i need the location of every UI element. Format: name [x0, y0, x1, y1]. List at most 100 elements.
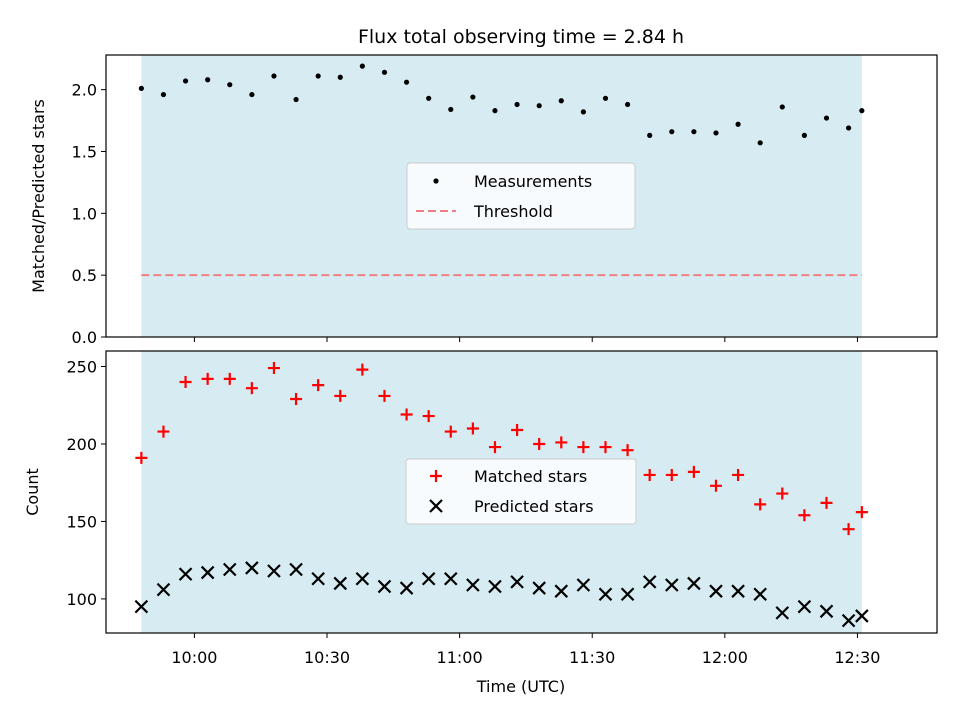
measurement-point: [138, 85, 144, 91]
measurement-point: [823, 115, 830, 121]
matched-star-point: [533, 437, 546, 450]
legend-matched-label: Matched stars: [474, 467, 587, 486]
x-tick-label: 12:30: [834, 648, 880, 667]
legend-measurements-label: Measurements: [474, 172, 592, 191]
predicted-star-point: [222, 562, 237, 577]
bottom-panel: 100 150 200 250 10:00 10:30 11:00 11:30 12:00 12…: [23, 350, 938, 696]
measurement-point: [624, 101, 631, 108]
measurement-point: [249, 91, 255, 98]
predicted-star-point: [642, 575, 657, 589]
matched-star-point: [511, 424, 524, 437]
matched-star-point: [201, 372, 214, 385]
matched-star-point: [599, 441, 612, 454]
matched-star-point: [488, 441, 501, 454]
chart-title: Flux total observing time = 2.84 h: [358, 26, 684, 48]
bottom-y-axis-ticks: 100 150 200 250: [66, 357, 106, 609]
predicted-star-point: [134, 599, 149, 614]
measurement-point: [381, 69, 388, 75]
measurement-point: [315, 73, 321, 79]
predicted-star-point: [178, 567, 193, 581]
predicted-star-point: [377, 579, 392, 594]
matched-star-point: [732, 468, 745, 481]
x-tick-label: 12:00: [702, 648, 748, 667]
measurement-point: [403, 79, 410, 85]
measurement-point: [514, 101, 520, 108]
matched-star-point: [444, 425, 457, 438]
predicted-star-point: [532, 581, 546, 595]
measurement-point: [580, 109, 586, 115]
matched-star-point: [135, 451, 148, 464]
matched-star-point: [754, 498, 767, 511]
matched-star-point: [422, 410, 435, 423]
measurement-point: [160, 91, 167, 98]
measurement-point: [602, 95, 609, 101]
matched-star-point: [798, 509, 811, 522]
matched-star-point: [709, 479, 722, 492]
predicted-star-point: [775, 606, 790, 620]
measurement-point: [271, 73, 277, 79]
measurement-point: [227, 82, 233, 88]
measurement-point: [669, 129, 675, 135]
x-tick-label: 10:30: [304, 648, 350, 667]
predicted-star-point: [200, 565, 215, 580]
predicted-star-point: [709, 584, 723, 598]
predicted-star-point: [466, 578, 480, 592]
bottom-y-axis-label: Count: [23, 468, 42, 516]
matched-star-point: [466, 422, 479, 435]
bottom-legend: Matched stars Predicted stars: [405, 458, 637, 525]
predicted-star-point: [399, 581, 414, 595]
matched-star-point: [776, 487, 789, 500]
measurement-point: [845, 125, 852, 131]
y-tick-label: 150: [66, 512, 97, 531]
y-tick-label: 0.5: [72, 266, 97, 285]
predicted-star-point: [576, 578, 591, 592]
measurement-points: [138, 63, 865, 146]
predicted-star-point: [311, 571, 325, 586]
matched-star-point: [179, 375, 192, 388]
y-tick-label: 1.0: [72, 204, 97, 223]
predicted-star-point: [819, 604, 834, 619]
bottom-plot-frame: [105, 350, 938, 634]
x-tick-label: 10:00: [171, 648, 217, 667]
measurement-point: [735, 121, 741, 127]
measurement-point: [293, 96, 299, 103]
measurement-point: [801, 132, 807, 138]
matched-star-point: [290, 393, 303, 406]
top-legend-box: [406, 162, 636, 230]
matched-star-point: [356, 363, 369, 376]
top-y-axis-ticks: 0.0 0.5 1.0 1.5 2.0: [72, 81, 106, 347]
bottom-legend-box: [405, 458, 637, 525]
matched-star-points: [135, 362, 868, 536]
predicted-star-point: [510, 575, 524, 589]
predicted-star-point: [753, 587, 767, 602]
top-y-axis-label: Matched/Predicted stars: [29, 99, 48, 293]
measurement-point: [713, 130, 719, 136]
matched-star-point: [555, 436, 568, 449]
top-x-axis-ticks: [193, 337, 858, 342]
predicted-star-point: [267, 564, 281, 578]
measurement-point: [647, 132, 653, 138]
top-panel: 0.00.51.01.52.0 Matched/Predicted stars …: [29, 54, 938, 347]
measurement-point: [536, 103, 542, 109]
matched-star-point: [400, 408, 413, 421]
measurement-point: [359, 63, 365, 69]
matched-star-point: [577, 441, 590, 454]
predicted-star-point: [841, 613, 856, 628]
matched-star-point: [665, 468, 678, 481]
predicted-star-point: [598, 587, 613, 602]
matched-star-point: [643, 468, 656, 481]
predicted-star-point: [687, 576, 701, 591]
measurement-point: [470, 94, 476, 100]
predicted-star-point: [620, 587, 635, 602]
x-tick-label: 11:00: [437, 648, 483, 667]
measurement-point: [182, 78, 189, 84]
matched-star-point: [267, 362, 280, 375]
matched-star-point: [157, 425, 170, 438]
predicted-star-point: [488, 579, 502, 594]
predicted-star-point: [443, 571, 458, 586]
measurement-point: [205, 77, 211, 83]
measurement-point: [337, 74, 343, 80]
predicted-star-point: [855, 609, 869, 623]
predicted-star-point: [333, 576, 348, 591]
